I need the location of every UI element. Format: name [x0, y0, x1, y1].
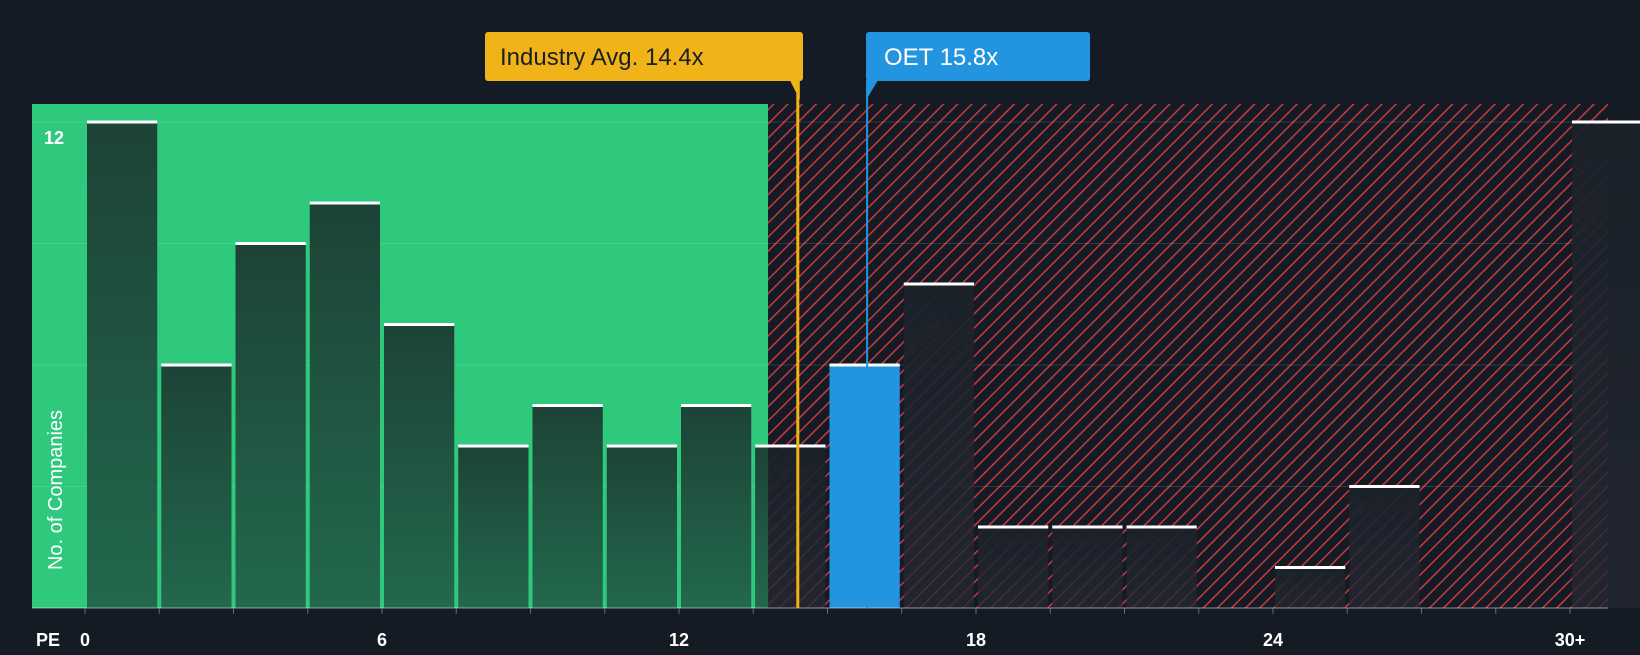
bar-13	[1052, 527, 1123, 608]
bar-17	[1349, 486, 1420, 608]
bar-4	[384, 324, 455, 608]
bar-14	[1126, 527, 1197, 608]
bar-7	[606, 446, 677, 608]
bar-2	[235, 243, 306, 608]
bar-1	[161, 365, 232, 608]
y-axis-label: No. of Companies	[45, 410, 67, 570]
industry-avg-label: Industry Avg. 14.4x	[500, 44, 704, 71]
industry-avg-box	[485, 32, 803, 81]
x-axis-label: PE	[36, 630, 60, 650]
bar-5	[458, 446, 529, 608]
x-tick-label: 0	[80, 630, 90, 650]
company-pe-pointer	[866, 80, 879, 100]
x-tick-label: 30+	[1555, 630, 1586, 650]
industry-avg-pointer	[789, 80, 800, 100]
x-tick-label: 12	[669, 630, 689, 650]
x-tick-label: 24	[1263, 630, 1283, 650]
bar-11	[903, 284, 974, 608]
bar-16	[1275, 567, 1346, 608]
bar-3	[309, 203, 380, 608]
bar-0	[87, 122, 158, 608]
company-pe-box	[866, 32, 1090, 81]
bar-6	[532, 405, 603, 608]
y-tick-label: 12	[44, 128, 64, 148]
x-tick-label: 6	[377, 630, 387, 650]
x-tick-label: 18	[966, 630, 986, 650]
bar-10	[829, 365, 900, 608]
bar-20	[1572, 122, 1640, 608]
company-pe-label: OET 15.8x	[884, 44, 998, 71]
bar-9-fair-part	[755, 446, 769, 608]
bar-12	[978, 527, 1049, 608]
bar-8	[681, 405, 752, 608]
